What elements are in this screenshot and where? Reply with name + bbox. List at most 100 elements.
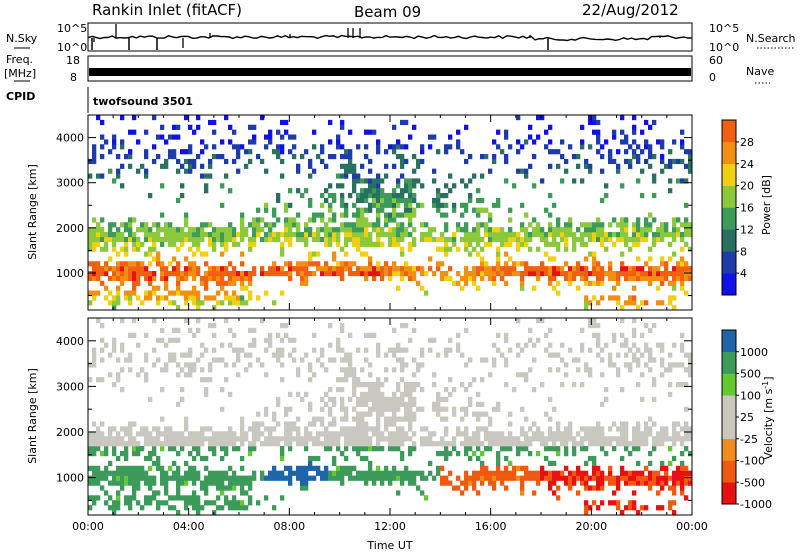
heatmap-cell	[308, 197, 313, 204]
heatmap-cell	[212, 500, 217, 506]
heatmap-cell	[260, 158, 265, 165]
heatmap-cell	[128, 431, 133, 437]
heatmap-cell	[364, 275, 369, 282]
heatmap-cell	[208, 275, 213, 282]
heatmap-cell	[188, 441, 193, 447]
heatmap-cell	[488, 168, 493, 174]
heatmap-cell	[620, 465, 625, 471]
heatmap-cell	[592, 465, 597, 471]
heatmap-cell	[444, 222, 449, 228]
heatmap-cell	[368, 396, 373, 403]
heatmap-cell	[640, 168, 645, 174]
heatmap-cell	[252, 441, 257, 447]
heatmap-cell	[296, 227, 301, 233]
heatmap-cell	[96, 173, 101, 179]
heatmap-cell	[188, 436, 193, 442]
heatmap-cell	[200, 431, 205, 437]
heatmap-cell	[196, 305, 201, 311]
heatmap-cell	[340, 183, 345, 189]
heatmap-cell	[600, 227, 605, 233]
heatmap-cell	[668, 178, 673, 184]
heatmap-cell	[572, 480, 577, 486]
heatmap-cell	[564, 261, 569, 267]
heatmap-cell	[268, 436, 273, 442]
heatmap-cell	[88, 495, 93, 501]
heatmap-cell	[568, 227, 573, 233]
heatmap-cell	[284, 202, 289, 208]
heatmap-cell	[504, 158, 509, 165]
heatmap-cell	[332, 421, 337, 427]
heatmap-cell	[244, 475, 249, 481]
heatmap-cell	[340, 197, 345, 204]
heatmap-cell	[488, 446, 493, 452]
velocity-x-ticks: 00:00 04:00 08:00 12:00 16:00 20:00 00:00	[72, 318, 708, 533]
heatmap-cell	[224, 450, 229, 457]
heatmap-cell	[160, 295, 165, 301]
heatmap-cell	[648, 227, 653, 233]
heatmap-cell	[636, 178, 641, 184]
heatmap-cell	[344, 377, 349, 383]
heatmap-cell	[660, 168, 665, 174]
heatmap-cell	[532, 421, 537, 427]
heatmap-cell	[144, 357, 149, 363]
heatmap-cell	[252, 436, 257, 442]
heatmap-cell	[584, 485, 589, 491]
heatmap-cell	[644, 436, 649, 442]
heatmap-cell	[212, 119, 217, 126]
heatmap-cell	[264, 222, 269, 228]
heatmap-cell	[588, 163, 593, 169]
heatmap-cell	[192, 431, 197, 437]
heatmap-cell	[120, 450, 125, 457]
heatmap-cell	[332, 193, 337, 199]
heatmap-cell	[312, 421, 317, 427]
heatmap-cell	[660, 485, 665, 491]
heatmap-cell	[572, 470, 577, 476]
heatmap-cell	[168, 232, 173, 238]
heatmap-cell	[580, 139, 585, 145]
heatmap-cell	[216, 436, 221, 442]
heatmap-cell	[336, 475, 341, 481]
heatmap-cell	[236, 300, 241, 306]
heatmap-cell	[332, 475, 337, 481]
heatmap-cell	[304, 352, 309, 358]
heatmap-cell	[168, 431, 173, 437]
heatmap-cell	[532, 227, 537, 233]
heatmap-cell	[276, 421, 281, 427]
heatmap-cell	[336, 465, 341, 471]
heatmap-cell	[112, 139, 117, 145]
heatmap-cell	[236, 275, 241, 282]
heatmap-cell	[104, 470, 109, 476]
heatmap-cell	[164, 475, 169, 481]
heatmap-cell	[464, 386, 469, 393]
heatmap-cell	[432, 197, 437, 204]
heatmap-cell	[528, 475, 533, 481]
heatmap-cell	[224, 271, 229, 277]
heatmap-cell	[128, 275, 133, 282]
heatmap-cell	[364, 271, 369, 277]
heatmap-cell	[648, 222, 653, 228]
heatmap-cell	[584, 500, 589, 506]
heatmap-cell	[260, 475, 265, 481]
heatmap-cell	[472, 232, 477, 238]
heatmap-cell	[388, 232, 393, 238]
heatmap-cell	[92, 295, 97, 301]
heatmap-cell	[492, 475, 497, 481]
heatmap-cell	[312, 465, 317, 471]
heatmap-cell	[560, 382, 565, 388]
heatmap-cell	[508, 256, 513, 262]
heatmap-cell	[316, 441, 321, 447]
heatmap-cell	[240, 280, 245, 286]
heatmap-cell	[408, 183, 413, 189]
heatmap-cell	[224, 173, 229, 179]
heatmap-cell	[628, 441, 633, 447]
heatmap-cell	[688, 426, 693, 432]
heatmap-cell	[472, 236, 477, 243]
heatmap-cell	[392, 144, 397, 150]
heatmap-cell	[656, 275, 661, 282]
heatmap-cell	[160, 446, 165, 452]
heatmap-cell	[472, 207, 477, 213]
heatmap-cell	[344, 441, 349, 447]
heatmap-cell	[396, 154, 401, 160]
heatmap-cell	[132, 232, 137, 238]
heatmap-cell	[472, 441, 477, 447]
